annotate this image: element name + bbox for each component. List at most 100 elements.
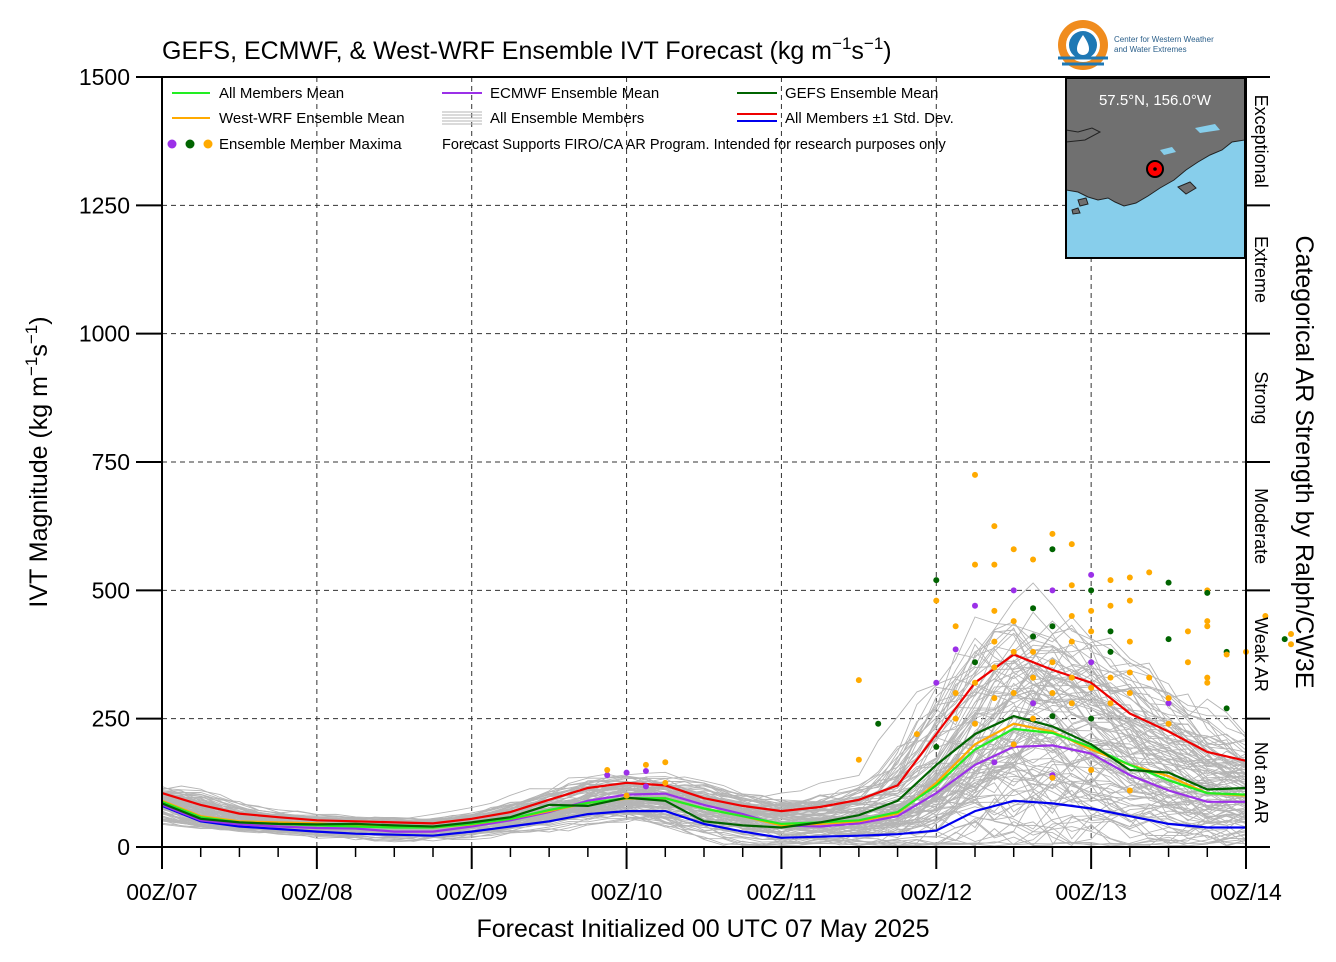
legend-ecmwf-mean: ECMWF Ensemble Mean [490,85,659,102]
ensemble-maximum-point [1107,628,1114,635]
ensemble-maximum-point [952,715,959,722]
legend-maxima-dot-wrf [203,139,213,149]
ensemble-maximum-point [1223,705,1230,712]
ensemble-member-line [161,757,1247,841]
ensemble-maximum-point [991,664,998,671]
series-line-all-members-1-std-dev- [161,799,1246,839]
y-tick-label: 1250 [79,192,130,218]
ensemble-member-line [161,637,1247,822]
legend-all-members: All Ensemble Members [490,110,644,127]
right-axis-label: Categorical AR Strength by Ralph/CW3E [1290,236,1318,689]
ensemble-maximum-point [642,768,649,775]
ensemble-maximum-point [1146,674,1153,681]
ensemble-maximum-point [623,792,630,799]
series-line-all-members-1-std-dev- [161,653,1247,825]
ensemble-maximum-point [1107,577,1114,584]
x-tick-label: 00Z/14 [1210,879,1282,905]
ar-category-label: Extreme [1251,236,1271,303]
ensemble-maximum-point [1088,715,1095,722]
inset-location-label: 57.5°N, 156.0°W [1099,92,1212,109]
ensemble-maximum-point [1204,623,1211,630]
ensemble-maximum-point [1184,628,1191,635]
ensemble-member-line [161,740,1247,834]
ensemble-maxima-points [604,471,1294,799]
ensemble-maximum-point [1088,767,1095,773]
x-tick-label: 00Z/08 [281,879,353,905]
y-tick-label: 1500 [79,64,130,90]
ensemble-maximum-point [855,677,862,684]
series-lines [161,653,1247,839]
tick-labels: 0 250 500 750 1000 1250 1500 00Z/07 00Z/08 00Z/09… [79,64,1282,905]
x-tick-label: 00Z/12 [900,879,972,905]
ar-category-labels: Not an AR Weak AR Moderate Strong Extreme Exc… [1251,95,1271,824]
ensemble-maximum-point [1107,648,1114,655]
ensemble-maximum-point [1165,700,1172,707]
ensemble-maximum-point [1030,648,1037,655]
x-tick-label: 00Z/10 [591,879,663,905]
ensemble-maximum-point [1262,613,1269,619]
ensemble-maximum-point [1088,571,1095,578]
legend-note: Forecast Supports FIRO/CA AR Program. In… [442,137,946,153]
y-tick-label: 1000 [79,321,130,347]
ensemble-maximum-point [1223,651,1230,658]
ar-category-label: Exceptional [1251,95,1271,188]
ensemble-maximum-point [662,759,669,766]
ensemble-maximum-point [1288,641,1294,648]
ensemble-maximum-point [1088,684,1095,691]
ensemble-maximum-point [1030,605,1037,612]
ensemble-maximum-point [991,695,998,702]
ensemble-member-line [161,692,1247,828]
ensemble-maximum-point [1204,674,1211,681]
ensemble-maximum-point [1049,546,1056,553]
ensemble-maximum-point [952,623,959,630]
ensemble-maximum-point [991,638,998,645]
ensemble-maximum-point [1204,679,1211,686]
legend-maxima-dot-ecmwf [167,139,177,149]
ensemble-maximum-point [933,577,940,584]
legend-maxima-dot-gefs [185,139,195,149]
ensemble-maximum-point [1165,720,1172,727]
chart-title: GEFS, ECMWF, & West-WRF Ensemble IVT For… [162,34,892,65]
ensemble-member-line [161,656,1247,823]
y-tick-label: 750 [92,449,130,475]
series-line-all-members-mean [161,727,1247,829]
ensemble-maximum-point [1049,587,1056,594]
ensemble-maximum-point [1068,700,1075,707]
ensemble-maximum-point [1126,574,1133,581]
ensemble-maximum-point [1030,700,1037,707]
y-axis-label: IVT Magnitude (kg m−1s−1) [22,316,53,607]
ensemble-maximum-point [1049,690,1056,696]
ensemble-maximum-point [952,646,959,653]
ensemble-maximum-point [933,679,940,686]
ensemble-maximum-point [1030,556,1037,563]
ensemble-maximum-point [855,756,862,763]
ensemble-maximum-point [1088,659,1095,666]
logo-text-line1: Center for Western Weather [1114,35,1214,44]
ensemble-maximum-point [1165,695,1172,702]
ensemble-maximum-point [1068,541,1075,548]
ensemble-maximum-point [662,779,669,786]
ensemble-maximum-point [1126,690,1133,696]
series-line-ecmwf-ensemble-mean [161,744,1246,833]
ensemble-maximum-point [1126,597,1133,604]
ar-category-label: Moderate [1251,488,1271,564]
ensemble-maximum-point [1068,638,1075,645]
ensemble-maximum-point [1068,582,1075,589]
ensemble-maximum-point [1030,674,1037,681]
ensemble-maximum-point [1030,715,1037,722]
ensemble-maximum-point [642,783,649,790]
ensemble-maximum-point [1088,587,1095,594]
ensemble-maximum-point [875,720,882,727]
ensemble-maximum-point [972,720,978,727]
y-tick-label: 250 [92,706,130,732]
y-tick-label: 500 [92,577,130,603]
ensemble-maximum-point [1049,623,1056,630]
ensemble-maximum-point [1146,569,1153,576]
x-tick-label: 00Z/11 [746,879,816,905]
ensemble-maximum-point [913,731,920,738]
ensemble-maximum-point [972,679,978,686]
x-axis-label: Forecast Initialized 00 UTC 07 May 2025 [477,915,930,943]
ensemble-maximum-point [1107,700,1114,707]
legend-gefs-mean: GEFS Ensemble Mean [785,85,938,102]
